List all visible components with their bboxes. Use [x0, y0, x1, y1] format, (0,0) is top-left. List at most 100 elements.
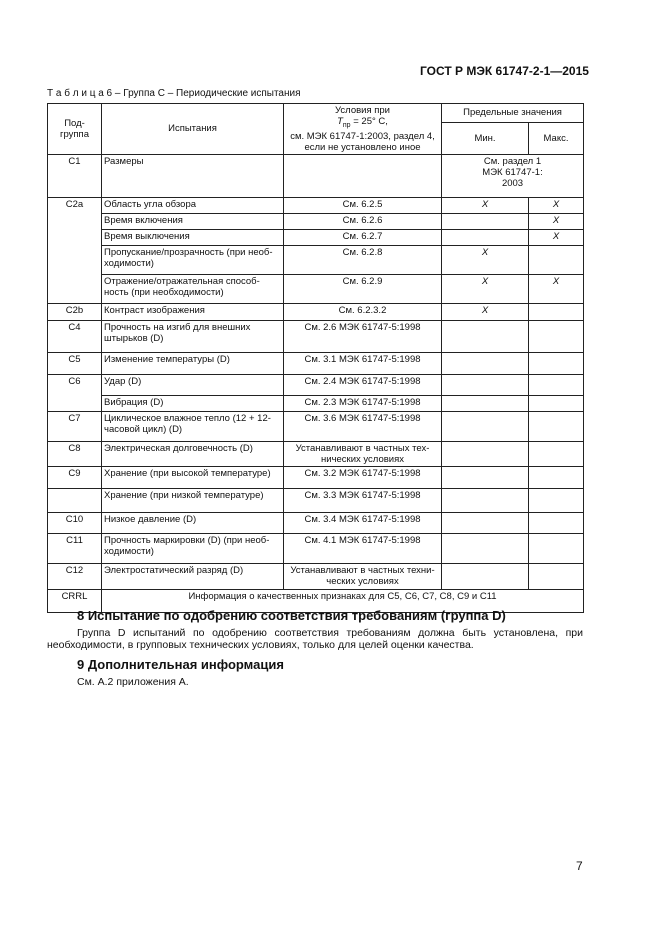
max-cell: [527, 319, 585, 353]
max-cell: [527, 487, 585, 513]
head-limits: Предельные значения: [440, 103, 585, 123]
condition-cell: См. 3.2 МЭК 61747-5:1998: [283, 465, 442, 489]
head-max: Макс.: [527, 121, 585, 155]
min-cell: [441, 394, 529, 412]
test-cell: Хранение (при высокой температуре): [101, 465, 284, 489]
test-cell: Время выключения: [101, 228, 284, 246]
condition-cell: См. 2.6 МЭК 61747-5:1998: [283, 319, 442, 353]
table-row: C1 Размеры См. раздел 1 МЭК 61747-1: 2003: [47, 153, 585, 198]
head-subgroup: Под- группа: [47, 103, 102, 155]
min-cell: [441, 228, 529, 246]
note-cell: Информация о качественных признаках для …: [100, 588, 585, 613]
max-cell: [527, 440, 585, 467]
max-cell: [527, 511, 585, 534]
table-row: Отражение/отражательная способ- ность (п…: [48, 273, 585, 304]
min-cell: [441, 410, 529, 442]
condition-cell: См. 2.4 МЭК 61747-5:1998: [283, 373, 442, 396]
table-row: Хранение (при низкой температуре) См. 3.3…: [47, 487, 585, 513]
table-row: C11 Прочность маркировки (D) (при необ- х…: [47, 532, 585, 564]
subgroup-cell: C2b: [47, 302, 102, 321]
table-row: Пропускание/прозрачность (при необ- ходи…: [48, 244, 585, 275]
table-head: Под- группа Испытания Условия при Tпр = 2…: [47, 103, 585, 155]
condition-cell: См. 6.2.5: [283, 196, 442, 214]
table-row: C7 Циклическое влажное тепло (12 + 12- ча…: [47, 410, 585, 442]
table-body: C1 Размеры См. раздел 1 МЭК 61747-1: 2003 C…: [47, 153, 585, 613]
max-cell: X: [527, 196, 585, 214]
subgroup-cell: C10: [47, 511, 102, 534]
standard-code: ГОСТ Р МЭК 61747-2-1—2015: [420, 64, 589, 78]
max-cell: [527, 410, 585, 442]
min-cell: [441, 532, 529, 564]
text: T: [337, 116, 343, 127]
table-row: Вибрация (D) См. 2.3 МЭК 61747-5:1998: [48, 394, 585, 412]
table-row: C9 Хранение (при высокой температуре) См. …: [47, 465, 585, 489]
min-cell: [441, 487, 529, 513]
min-cell: [441, 440, 529, 467]
test-table: Под- группа Испытания Условия при Tпр = 2…: [47, 103, 585, 613]
subgroup-cell: C7: [47, 410, 102, 442]
min-cell: X: [441, 244, 529, 275]
condition-cell: См. 3.1 МЭК 61747-5:1998: [283, 351, 442, 375]
min-cell: [441, 351, 529, 375]
condition-cell: См. 3.6 МЭК 61747-5:1998: [283, 410, 442, 442]
text: Условия при: [335, 105, 390, 116]
page-number: 7: [576, 859, 583, 873]
condition-cell: [283, 153, 442, 198]
table-row: C4 Прочность на изгиб для внешних штырько…: [47, 319, 585, 353]
test-cell: Циклическое влажное тепло (12 + 12- часо…: [101, 410, 284, 442]
test-cell: Контраст изображения: [101, 302, 284, 321]
test-cell: Изменение температуры (D): [101, 351, 284, 375]
subgroup-cell: C5: [47, 351, 102, 375]
condition-cell: См. 6.2.7: [283, 228, 442, 246]
section-text: Группа D испытаний по одобрению соответс…: [47, 627, 583, 651]
max-cell: [527, 465, 585, 489]
max-cell: [527, 302, 585, 321]
table-row: C2b Контраст изображения См. 6.2.3.2 X: [47, 302, 585, 321]
min-cell: X: [441, 196, 529, 214]
test-cell: Низкое давление (D): [101, 511, 284, 534]
condition-cell: См. 6.2.3.2: [283, 302, 442, 321]
subgroup-cell: [47, 487, 102, 513]
max-cell: [527, 562, 585, 590]
section-heading: 9 Дополнительная информация: [77, 657, 284, 672]
subgroup-cell: C12: [47, 562, 102, 590]
test-cell: Хранение (при низкой температуре): [101, 487, 284, 513]
sections: 8 Испытание по одобрению соответствия тр…: [47, 608, 583, 694]
table-row: Время включения См. 6.2.6 X: [48, 212, 585, 230]
test-cell: Прочность на изгиб для внешних штырьков …: [101, 319, 284, 353]
subgroup-cell: C4: [47, 319, 102, 353]
subgroup-cell: C2a: [47, 196, 102, 304]
subgroup-cell: C6: [47, 373, 102, 412]
max-cell: [527, 394, 585, 412]
condition-cell: См. 3.3 МЭК 61747-5:1998: [283, 487, 442, 513]
subgroup-cell: CRRL: [47, 588, 102, 613]
text: = 25° С, см. МЭК 61747-1:2003, раздел 4,…: [290, 116, 435, 153]
test-cell: Пропускание/прозрачность (при необ- ходи…: [101, 244, 284, 275]
table-caption: Т а б л и ц а 6 – Группа С – Периодическ…: [47, 88, 301, 99]
test-cell: Размеры: [101, 153, 284, 198]
table-row: C6 Удар (D) См. 2.4 МЭК 61747-5:1998: [47, 373, 585, 412]
subgroup-cell: C1: [47, 153, 102, 198]
max-cell: [527, 244, 585, 275]
head-min: Мин.: [441, 121, 529, 155]
min-cell: X: [441, 273, 529, 304]
test-cell: Область угла обзора: [101, 196, 284, 214]
table-row: C8 Электрическая долговечность (D) Устанав…: [47, 440, 585, 467]
min-cell: [441, 212, 529, 230]
table-row: C5 Изменение температуры (D) См. 3.1 МЭК 6…: [47, 351, 585, 375]
section-heading: 8 Испытание по одобрению соответствия тр…: [77, 608, 506, 623]
max-cell: [527, 373, 585, 396]
max-cell: X: [527, 273, 585, 304]
table-row: C12 Электростатический разряд (D) Устанавл…: [47, 562, 585, 590]
max-cell: [527, 351, 585, 375]
subgroup-cell: C11: [47, 532, 102, 564]
condition-cell: Устанавливают в частных техни- ческих ус…: [283, 562, 442, 590]
text: пр: [342, 121, 351, 129]
min-cell: [441, 373, 529, 396]
test-cell: Электрическая долговечность (D): [101, 440, 284, 467]
limits-cell: См. раздел 1 МЭК 61747-1: 2003: [440, 153, 585, 198]
test-cell: Отражение/отражательная способ- ность (п…: [101, 273, 284, 304]
condition-cell: См. 6.2.6: [283, 212, 442, 230]
min-cell: [441, 511, 529, 534]
